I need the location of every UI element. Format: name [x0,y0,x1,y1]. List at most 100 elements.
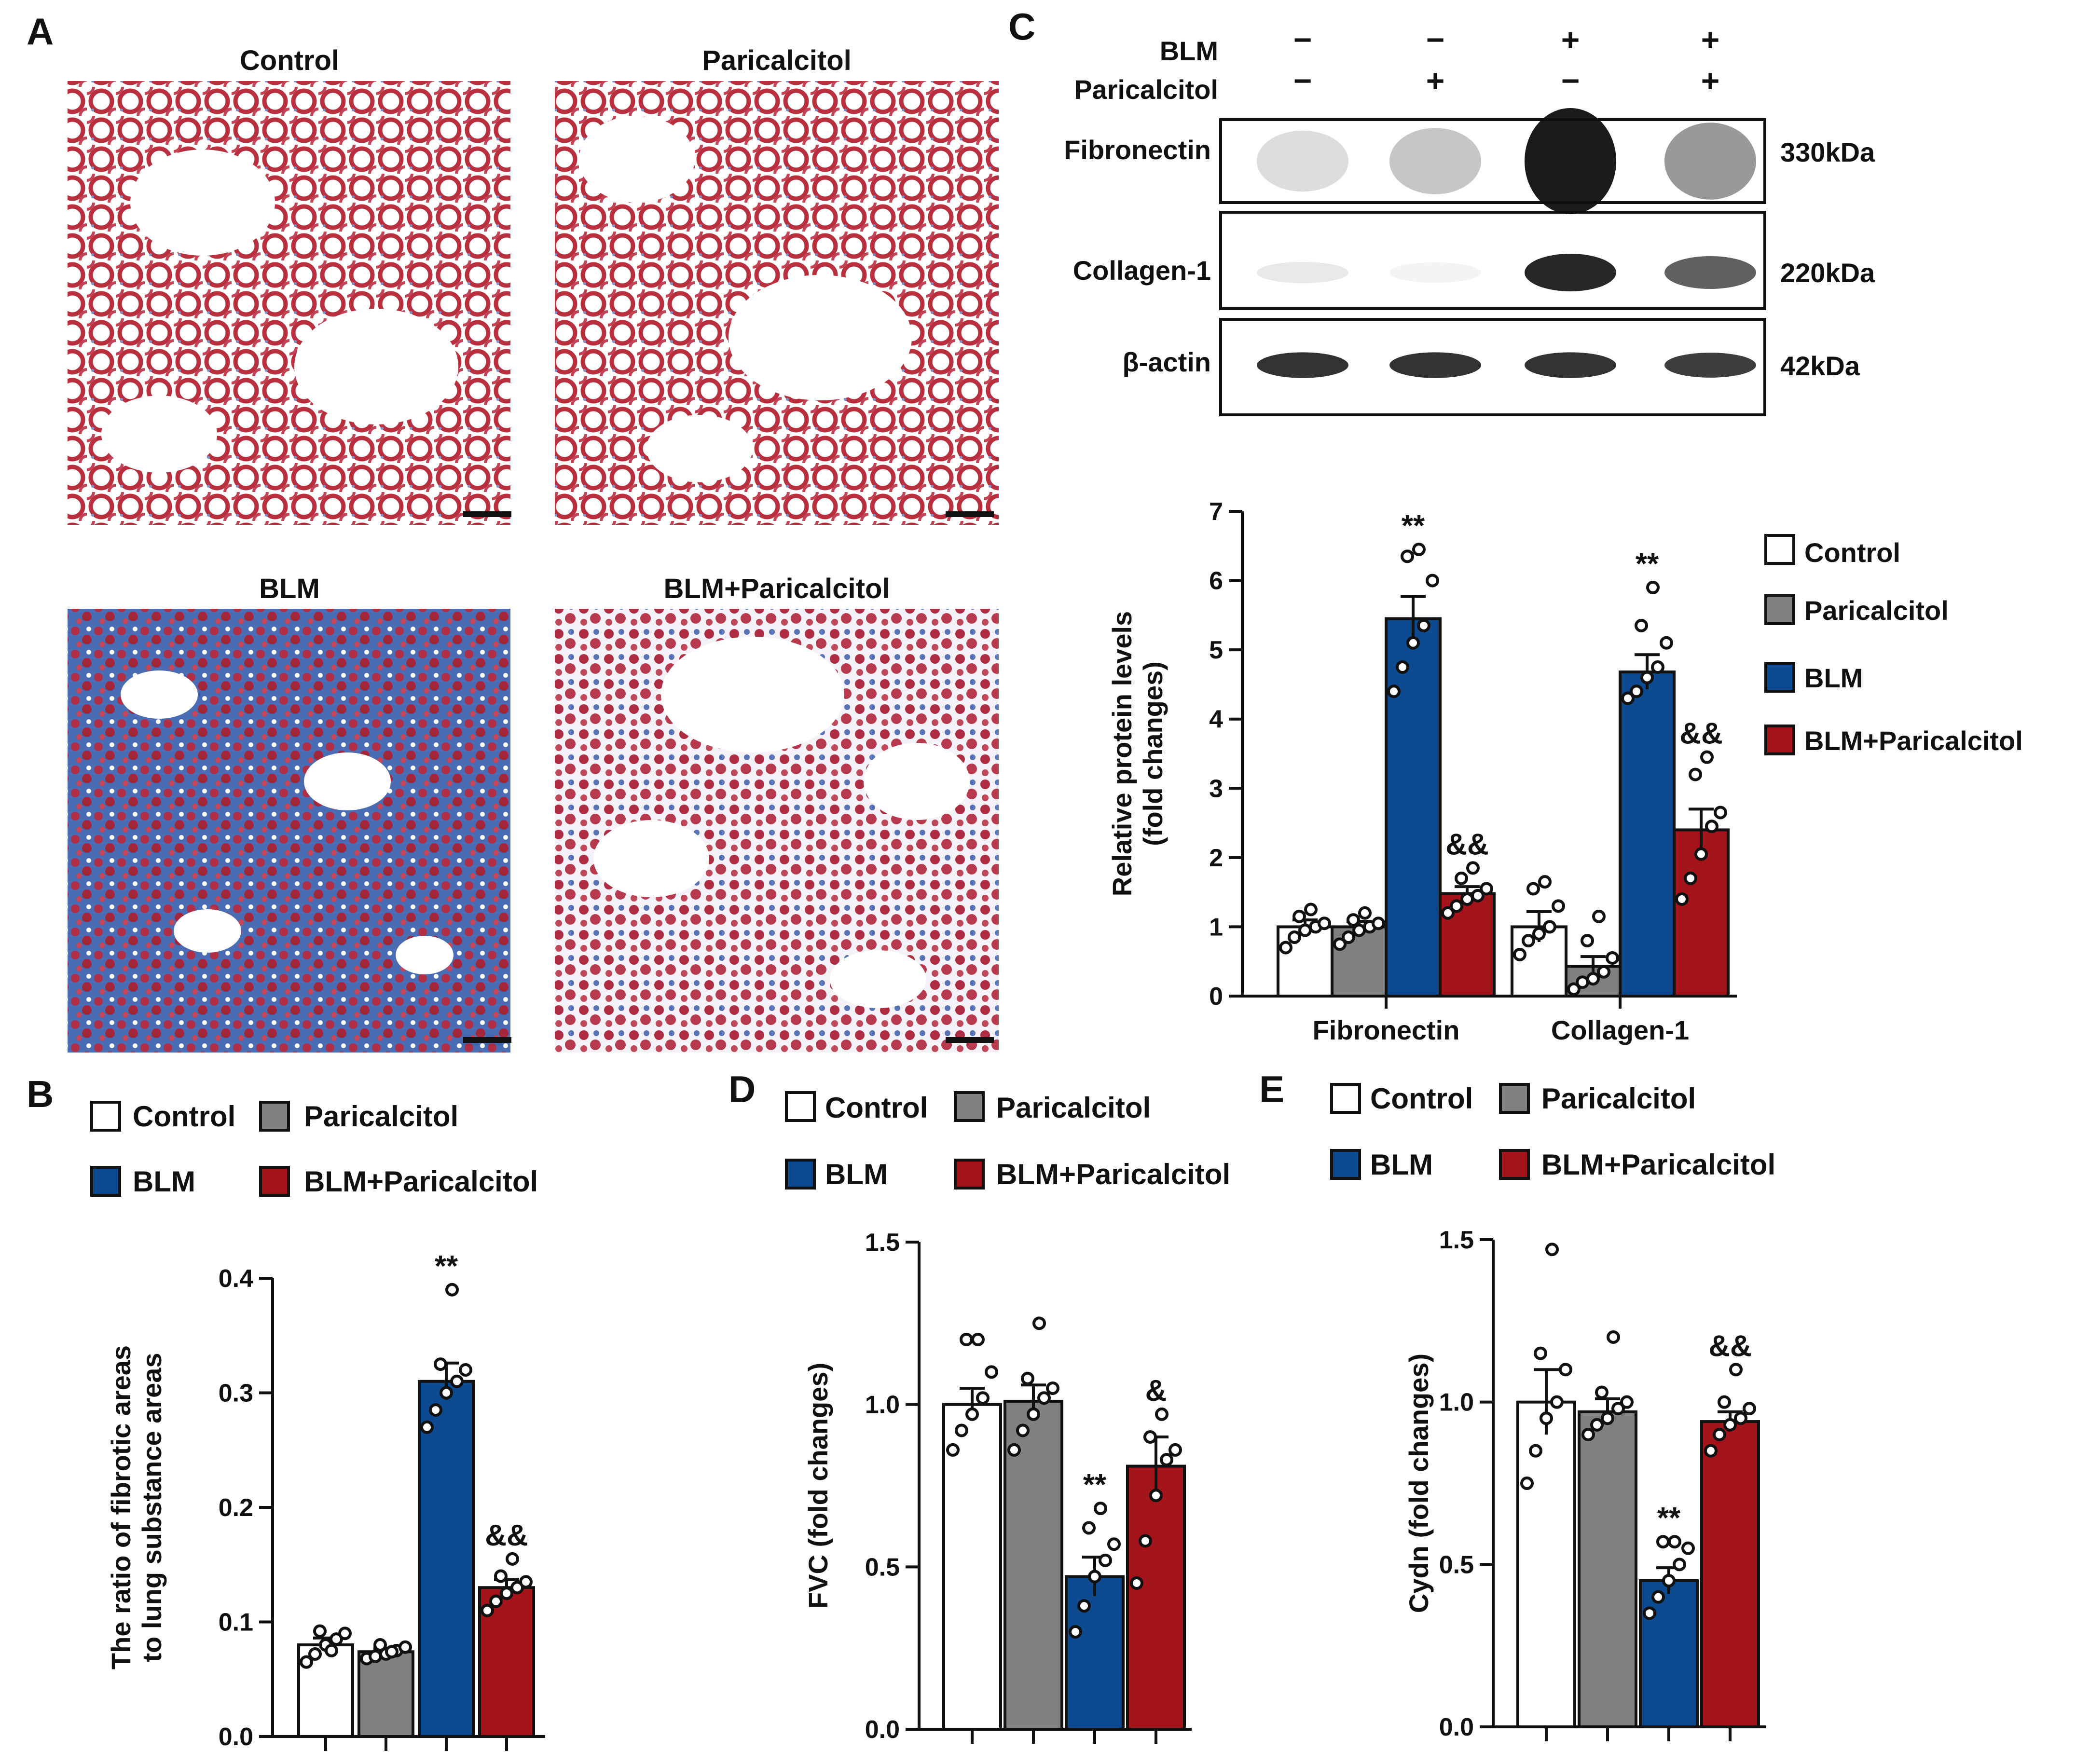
data-point [1016,1423,1030,1437]
data-point [1450,899,1463,913]
y-tick-label: 5 [1209,636,1223,664]
significance-label: ** [435,1250,458,1283]
data-point [1543,920,1556,934]
data-point [300,1655,313,1669]
data-point [1540,1411,1553,1425]
data-point [1007,1443,1021,1457]
data-point [1621,691,1635,705]
y-tick-label: 0.0 [1439,1713,1474,1741]
data-point [1155,1407,1169,1421]
data-point [1412,542,1426,556]
wb-size-label: 42kDa [1780,351,1860,381]
wb-sign-paricalcitol: + [1426,63,1445,98]
legend-d-blm-paricalcitol: BLM+Paricalcitol [996,1158,1230,1190]
data-point [1567,982,1581,996]
data-point [1471,889,1485,903]
wb-blm-row-label: BLM [1160,36,1218,66]
data-point [1021,1371,1034,1385]
wb-size-label: 220kDa [1780,258,1875,288]
legend-e-blm: BLM [1370,1149,1433,1181]
data-point [1342,930,1355,944]
x-tick-label: Fibronectin [1313,1015,1460,1045]
legend-c-blm: BLM [1804,663,1863,693]
data-point [1723,1418,1737,1432]
y-tick-label: 0.5 [1439,1551,1474,1579]
data-point [1143,1430,1157,1444]
legend-c-paricalcitol: Paricalcitol [1804,595,1949,626]
data-point [1318,916,1331,930]
data-point [1651,1590,1665,1604]
data-point [960,1333,973,1346]
data-point [500,1586,513,1600]
data-point [1387,684,1401,698]
histology-label-control: Control [240,45,339,76]
data-point [1646,580,1660,594]
data-point [1046,1381,1059,1395]
data-point [1595,1385,1609,1399]
data-point [1552,899,1565,913]
bar [1700,1420,1760,1728]
wb-collagen1: Collagen-1 220kDa [1073,211,1875,310]
data-point [325,1643,338,1657]
data-point [1417,618,1430,632]
legend-b-paricalcitol: Paricalcitol [304,1100,458,1133]
wb-sign-blm: − [1426,22,1445,57]
bar [1331,925,1388,998]
data-point [1288,930,1301,944]
data-point [373,1638,387,1652]
panel-letter-c: C [1008,5,1035,48]
data-point [369,1649,382,1663]
data-point [1077,1599,1091,1613]
data-point [1401,549,1414,563]
histology-image-paricalcitol [555,81,999,525]
data-point [1333,937,1347,951]
wb-band [1257,130,1348,192]
wb-band [1389,262,1481,283]
data-point [1581,1428,1595,1441]
legend-d: Control Paricalcitol BLM BLM+Paricalcito… [785,1091,1230,1190]
legend-e: Control Paricalcitol BLM BLM+Paricalcito… [1330,1082,1775,1181]
data-point [1643,1606,1656,1620]
y-tick-label: 4 [1209,706,1223,734]
wb-sign-grid: − − + + − + − + [1293,22,1720,98]
histology-image-blm-paricalcitol [555,609,999,1053]
legend-b-blm: BLM [133,1165,195,1198]
y-axis-label-line2: to lung substance areas [137,1353,167,1662]
data-point [1513,947,1526,961]
data-point [1607,1330,1620,1344]
significance-label: ** [1657,1502,1681,1535]
y-tick-label: 1.5 [865,1229,900,1257]
wb-band [1664,353,1756,378]
data-point [1545,1243,1559,1257]
significance-label: && [1679,717,1723,751]
data-point [1581,934,1594,948]
y-tick-label: 0.4 [219,1265,253,1293]
legend-c: Control Paricalcitol BLM BLM+Paricalcito… [1764,534,2023,756]
y-tick-label: 3 [1209,775,1223,803]
data-point [1088,1570,1101,1584]
data-point [1520,1477,1534,1490]
data-point [1705,820,1719,834]
wb-sign-paricalcitol: − [1561,63,1580,98]
data-point [1704,1444,1718,1458]
y-tick-label: 0.5 [865,1553,900,1581]
data-point [1352,923,1366,937]
chart-e-cydn: 0.0 0.5 1.0 1.5 Cydn (fold changes) ** && [1403,1226,1766,1741]
y-axis-label: Cydn (fold changes) [1403,1354,1434,1613]
data-point [1576,975,1589,989]
data-point [1673,1558,1686,1572]
chart-b-fibrotic-ratio: 0.0 0.1 0.2 0.3 0.4 The ratio of fibrotic are… [106,1250,545,1751]
wb-band [1257,352,1348,378]
data-point [1559,1363,1572,1377]
panel-letter-a: A [27,10,54,53]
bar [1385,617,1442,998]
data-point [1406,636,1420,650]
wb-band [1389,352,1481,378]
legend-e-control: Control [1370,1082,1473,1115]
data-point [1550,1395,1564,1409]
y-tick-label: 0.2 [219,1494,253,1522]
data-point [1714,806,1727,820]
data-point [1590,1418,1604,1432]
significance-label: ** [1083,1468,1107,1502]
wb-band [1664,256,1756,289]
